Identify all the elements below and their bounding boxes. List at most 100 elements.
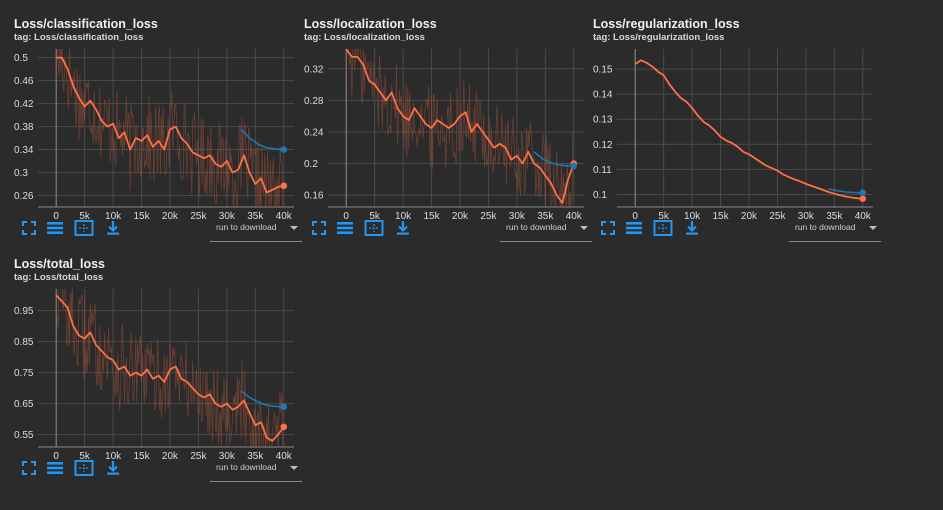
- card-tag: tag: Loss/total_loss: [14, 272, 104, 283]
- series-line: [240, 390, 284, 408]
- y-tick-label: 0.42: [14, 99, 34, 110]
- download-run-select[interactable]: run to download: [500, 219, 592, 242]
- series-end-point: [859, 195, 867, 203]
- x-tick-label: 35k: [537, 211, 554, 222]
- line-chart[interactable]: 0 5k 10k 15k 20k 25k 30k 35k 40k 0.16 0.2 0.24 0.28 0…: [304, 47, 589, 242]
- x-tick-label: 20k: [162, 451, 179, 462]
- log-scale-icon[interactable]: [46, 219, 64, 237]
- x-tick-label: 0: [343, 211, 349, 222]
- download-run-select[interactable]: run to download: [210, 459, 302, 482]
- fullscreen-icon[interactable]: [599, 219, 617, 237]
- x-tick-label: 30k: [798, 211, 815, 222]
- x-tick-label: 35k: [247, 451, 264, 462]
- line-chart[interactable]: 0 5k 10k 15k 20k 25k 30k 35k 40k 0.55 0.65 0.75 0.85…: [14, 287, 299, 482]
- x-tick-label: 20k: [162, 211, 179, 222]
- chart-toolbar: run to download: [20, 219, 302, 242]
- download-run-select[interactable]: run to download: [789, 219, 881, 242]
- x-tick-label: 5k: [79, 211, 91, 222]
- download-icon[interactable]: [104, 219, 122, 237]
- fit-domain-icon[interactable]: [653, 219, 673, 237]
- x-tick-label: 20k: [452, 211, 469, 222]
- y-tick-label: 0.15: [593, 65, 613, 76]
- y-tick-label: 0.95: [14, 306, 34, 317]
- x-tick-label: 5k: [658, 211, 670, 222]
- chart-toolbar: run to download: [310, 219, 592, 242]
- series-line: [240, 128, 284, 151]
- card-tag: tag: Loss/localization_loss: [304, 32, 425, 43]
- download-icon[interactable]: [683, 219, 701, 237]
- y-tick-label: 0.46: [14, 76, 34, 87]
- line-chart[interactable]: 0 5k 10k 15k 20k 25k 30k 35k 40k 0.26 0.3 0.34 0.38 0…: [14, 47, 299, 242]
- series-end-point: [280, 182, 288, 190]
- series-end-point: [280, 146, 288, 153]
- y-tick-label: 0.85: [14, 337, 34, 348]
- y-tick-label: 0.16: [304, 191, 324, 202]
- y-tick-label: 0.26: [14, 191, 34, 202]
- x-tick-label: 0: [632, 211, 638, 222]
- series-line: [533, 151, 574, 167]
- download-icon[interactable]: [104, 459, 122, 477]
- x-tick-label: 25k: [480, 211, 497, 222]
- x-tick-label: 35k: [247, 211, 264, 222]
- y-tick-label: 0.12: [593, 140, 613, 151]
- x-tick-label: 0: [53, 451, 59, 462]
- card-tag: tag: Loss/regularization_loss: [593, 32, 725, 43]
- y-tick-label: 0.32: [304, 64, 324, 75]
- download-run-select[interactable]: run to download: [210, 219, 302, 242]
- chart-card-total-loss: Loss/total_loss tag: Loss/total_loss 0 5k…: [14, 257, 302, 492]
- x-tick-label: 25k: [769, 211, 786, 222]
- fullscreen-icon[interactable]: [20, 459, 38, 477]
- y-tick-label: 0.3: [14, 168, 28, 179]
- series-end-point: [570, 162, 578, 170]
- series-line: [345, 49, 575, 204]
- x-tick-label: 40k: [276, 451, 293, 462]
- series-line: [634, 59, 863, 200]
- x-tick-label: 0: [53, 211, 59, 222]
- y-tick-label: 0.24: [304, 127, 324, 138]
- x-tick-label: 30k: [219, 451, 236, 462]
- y-tick-label: 0.55: [14, 430, 34, 441]
- raw-series-line: [55, 49, 284, 207]
- log-scale-icon[interactable]: [625, 219, 643, 237]
- y-tick-label: 0.34: [14, 145, 34, 156]
- y-tick-label: 0.38: [14, 122, 34, 133]
- series-line: [56, 56, 284, 194]
- log-scale-icon[interactable]: [336, 219, 354, 237]
- chevron-down-icon: [869, 226, 877, 230]
- log-scale-icon[interactable]: [46, 459, 64, 477]
- x-tick-label: 25k: [190, 451, 207, 462]
- x-tick-label: 40k: [855, 211, 872, 222]
- download-icon[interactable]: [394, 219, 412, 237]
- x-tick-label: 10k: [105, 211, 122, 222]
- x-tick-label: 15k: [712, 211, 729, 222]
- line-chart[interactable]: 0 5k 10k 15k 20k 25k 30k 35k 40k 0.1 0.11 0.12 0.13 0…: [593, 47, 878, 242]
- y-tick-label: 0.5: [14, 53, 28, 64]
- y-tick-label: 0.11: [593, 165, 612, 176]
- fit-domain-icon[interactable]: [74, 219, 94, 237]
- fit-domain-icon[interactable]: [364, 219, 384, 237]
- x-tick-label: 5k: [369, 211, 381, 222]
- download-run-label: run to download: [795, 222, 856, 232]
- download-run-label: run to download: [506, 222, 567, 232]
- fullscreen-icon[interactable]: [310, 219, 328, 237]
- fit-domain-icon[interactable]: [74, 459, 94, 477]
- fullscreen-icon[interactable]: [20, 219, 38, 237]
- chevron-down-icon: [580, 226, 588, 230]
- series-end-point: [859, 189, 867, 197]
- x-tick-label: 5k: [79, 451, 91, 462]
- series-line: [828, 188, 863, 194]
- x-tick-label: 35k: [826, 211, 843, 222]
- chevron-down-icon: [290, 226, 298, 230]
- y-tick-label: 0.1: [593, 190, 607, 201]
- x-tick-label: 10k: [395, 211, 412, 222]
- series-line: [55, 294, 285, 442]
- x-tick-label: 25k: [190, 211, 207, 222]
- chart-toolbar: run to download: [599, 219, 881, 242]
- x-tick-label: 15k: [133, 451, 150, 462]
- card-title: Loss/regularization_loss: [593, 17, 740, 31]
- series-end-point: [280, 423, 288, 431]
- chevron-down-icon: [290, 466, 298, 470]
- card-title: Loss/total_loss: [14, 257, 105, 271]
- chart-card-classification-loss: Loss/classification_loss tag: Loss/class…: [14, 17, 302, 252]
- y-tick-label: 0.75: [14, 368, 34, 379]
